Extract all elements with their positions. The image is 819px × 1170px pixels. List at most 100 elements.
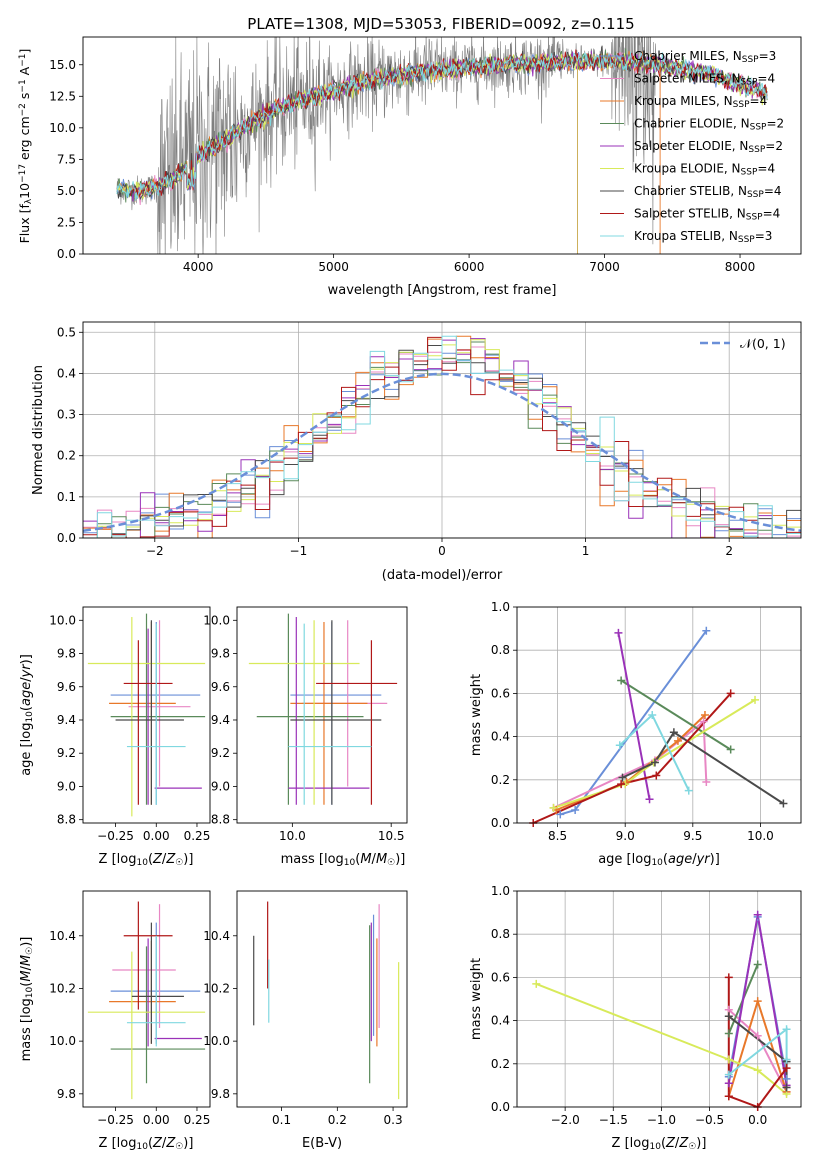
y-tick-label: 9.8 xyxy=(211,1087,230,1101)
y-tick-label: 9.8 xyxy=(211,647,230,661)
series-marker xyxy=(645,795,654,804)
y-tick-label: 9.6 xyxy=(57,680,76,694)
x-tick-label: 0.25 xyxy=(184,829,211,843)
label-segment: =3 xyxy=(759,49,777,63)
label-segment: Z xyxy=(152,852,163,867)
y-tick-label: 9.0 xyxy=(57,779,76,793)
y-tick-label: 10.0 xyxy=(49,613,76,627)
x-tick-label: 0.3 xyxy=(384,1113,403,1127)
axis-label: age [log10(age/yr)] xyxy=(19,654,35,776)
label-segment: ☉ xyxy=(387,858,395,868)
series-marker xyxy=(617,676,626,685)
series-marker xyxy=(724,1079,733,1088)
label-segment: Kroupa MILES, N xyxy=(634,94,733,108)
label-segment: age xyxy=(19,682,34,706)
label-segment: =4 xyxy=(750,94,768,108)
label-segment: Z [log xyxy=(99,1136,137,1151)
axes-frame xyxy=(82,606,211,824)
label-segment: =4 xyxy=(757,72,775,86)
label-segment: =2 xyxy=(766,117,784,131)
series-marker xyxy=(726,745,735,754)
label-segment: / xyxy=(19,677,34,682)
axes-frame xyxy=(82,36,802,255)
series-marker xyxy=(753,997,762,1006)
label-segment: SSP xyxy=(733,100,750,110)
label-segment: SSP xyxy=(748,145,765,155)
label-segment: A xyxy=(17,66,32,79)
label-segment: SSP xyxy=(746,213,763,223)
y-tick-label: 0.4 xyxy=(491,1014,510,1028)
series-marker xyxy=(673,736,682,745)
series-marker xyxy=(615,741,624,750)
y-tick-label: 9.8 xyxy=(57,647,76,661)
series-marker xyxy=(684,786,693,795)
series-marker xyxy=(782,1083,791,1092)
x-tick-label: −1.0 xyxy=(647,1113,676,1127)
label-segment: / xyxy=(162,1136,167,1151)
label-segment: ☉ xyxy=(688,1142,696,1152)
y-tick-label: 9.4 xyxy=(211,713,230,727)
y-tick-label: 0.0 xyxy=(57,247,76,261)
label-segment: M xyxy=(376,852,387,867)
legend-label: Kroupa STELIB, NSSP=3 xyxy=(634,229,772,245)
series-marker xyxy=(618,773,627,782)
label-segment: −1 xyxy=(18,79,28,92)
label-segment: )] xyxy=(696,1136,706,1151)
x-tick-label: 10.5 xyxy=(378,829,405,843)
x-tick-label: 10.0 xyxy=(279,829,306,843)
y-tick-label: 0.4 xyxy=(491,730,510,744)
label-segment: SSP xyxy=(741,78,758,88)
series-marker xyxy=(753,910,762,919)
series-marker xyxy=(724,1029,733,1038)
label-segment: ( xyxy=(661,1136,666,1151)
y-tick-label: 5.0 xyxy=(57,184,76,198)
axes-frame xyxy=(82,890,211,1108)
y-tick-label: 8.8 xyxy=(57,813,76,827)
x-tick-label: 0.25 xyxy=(184,1113,211,1127)
label-segment: 10 xyxy=(136,858,148,868)
series-marker xyxy=(753,1066,762,1075)
label-segment: SSP xyxy=(738,235,755,245)
y-axis-label: Normed distribution xyxy=(31,365,46,495)
label-segment: Z xyxy=(165,852,176,867)
series-marker xyxy=(669,728,678,737)
label-segment: −17 xyxy=(18,164,28,183)
series-line xyxy=(560,630,708,816)
x-tick-label: 7000 xyxy=(589,260,620,274)
series-line xyxy=(535,982,788,1095)
legend-label: Salpeter STELIB, NSSP=4 xyxy=(634,207,780,223)
panels: 4000 5000 6000 7000 80000.02.55.07.510.012.5… xyxy=(17,36,802,1152)
y-axis-label: Flux [fλ10−17 erg cm−2 s−1 A−1] xyxy=(17,49,34,244)
legend-label: 𝒩(0, 1) xyxy=(740,336,786,351)
series-marker xyxy=(702,626,711,635)
hist-kroupa-stelib xyxy=(83,335,801,538)
x-tick-label: 9.5 xyxy=(683,829,702,843)
label-segment: =4 xyxy=(763,207,781,221)
legend-label: Salpeter MILES, NSSP=4 xyxy=(634,72,775,88)
x-tick-label: 0.2 xyxy=(328,1113,347,1127)
label-segment: 10 xyxy=(17,183,32,199)
label-segment: SSP xyxy=(741,168,758,178)
y-tick-label: 7.5 xyxy=(57,152,76,166)
axis-label: Z [log10(Z/Z☉)] xyxy=(612,1136,707,1152)
axis-label: mass [log10(M/M☉)] xyxy=(281,852,406,868)
axes-frame xyxy=(516,890,802,1108)
label-segment: 10 xyxy=(136,1142,148,1152)
label-segment: )] xyxy=(183,852,193,867)
y-tick-label: 0.4 xyxy=(57,366,76,380)
label-segment: )] xyxy=(19,937,34,947)
x-tick-label: 10.0 xyxy=(747,829,774,843)
label-segment: M xyxy=(19,970,34,981)
x-tick-label: 4000 xyxy=(183,260,214,274)
y-tick-label: 10.0 xyxy=(49,1034,76,1048)
label-segment: / xyxy=(372,852,377,867)
y-tick-label: 0.2 xyxy=(57,449,76,463)
label-segment: yr xyxy=(696,852,712,867)
panel-spectrum: 4000 5000 6000 7000 8000 0.0 2.5 5.0 7.5 10.0 12.5… xyxy=(17,36,802,298)
series-marker xyxy=(648,711,657,719)
label-segment: )] xyxy=(19,654,34,664)
y-tick-label: 9.4 xyxy=(57,713,76,727)
x-tick-label: −0.25 xyxy=(97,829,134,843)
label-segment: mass [log xyxy=(19,998,34,1061)
series-marker xyxy=(699,717,708,726)
